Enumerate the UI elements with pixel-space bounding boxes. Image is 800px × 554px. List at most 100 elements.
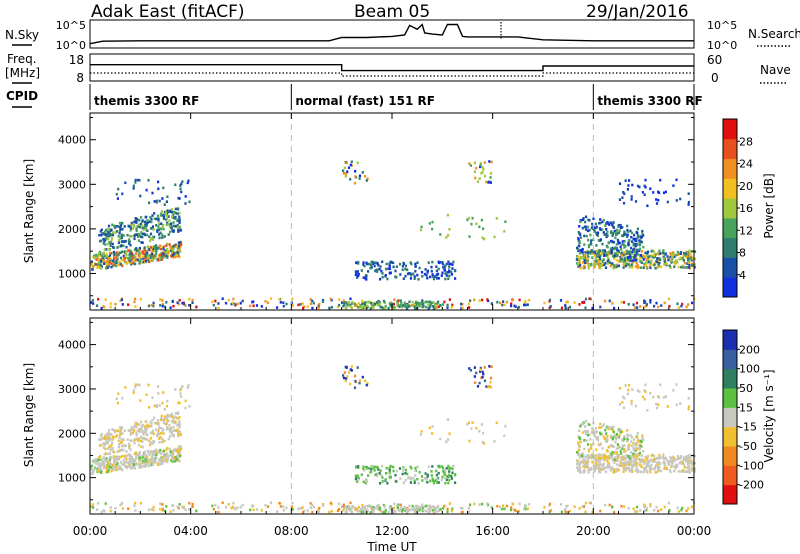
velocity-cell bbox=[672, 456, 675, 460]
velocity-cell bbox=[361, 375, 364, 379]
power-cell bbox=[165, 223, 169, 226]
velocity-cell bbox=[669, 456, 672, 459]
velocity-cell bbox=[577, 441, 580, 445]
velocity-cbar-frame bbox=[722, 329, 738, 505]
power-cell bbox=[180, 190, 183, 194]
velocity-cell bbox=[523, 504, 527, 507]
velocity-cell bbox=[297, 507, 300, 511]
power-cell bbox=[429, 302, 432, 306]
power-cell bbox=[149, 237, 152, 240]
power-cell bbox=[518, 298, 521, 302]
power-cell bbox=[252, 304, 255, 308]
power-cell bbox=[92, 302, 95, 305]
velocity-cell bbox=[468, 439, 471, 443]
velocity-cell bbox=[610, 453, 613, 456]
power-cell bbox=[151, 248, 155, 251]
velocity-cell bbox=[184, 406, 187, 410]
power-cell bbox=[622, 191, 625, 194]
velocity-cell bbox=[106, 439, 109, 442]
power-cell bbox=[603, 249, 606, 252]
power-cell bbox=[680, 265, 683, 269]
power-cell bbox=[161, 303, 164, 306]
power-cell bbox=[170, 226, 173, 230]
velocity-cell bbox=[162, 456, 165, 460]
power-cell bbox=[628, 258, 631, 262]
power-cell bbox=[649, 261, 652, 264]
velocity-cell bbox=[166, 452, 169, 455]
velocity-cell bbox=[173, 415, 176, 418]
power-cell bbox=[524, 303, 527, 307]
power-cell bbox=[406, 272, 410, 276]
power-cell bbox=[654, 262, 657, 265]
power-cell bbox=[387, 306, 390, 310]
power-cell bbox=[613, 229, 616, 233]
power-cell bbox=[636, 227, 639, 231]
power-cell bbox=[584, 220, 587, 224]
power-cell bbox=[138, 260, 142, 264]
power-cell bbox=[184, 304, 187, 307]
power-cell bbox=[513, 304, 516, 308]
velocity-cell bbox=[129, 458, 132, 462]
velocity-cell bbox=[604, 503, 607, 507]
velocity-cell bbox=[166, 447, 169, 450]
velocity-cell bbox=[655, 402, 658, 406]
velocity-cell bbox=[608, 457, 611, 460]
power-cell bbox=[124, 181, 127, 185]
velocity-cell bbox=[565, 505, 568, 508]
velocity-cell bbox=[441, 466, 444, 470]
velocity-cell bbox=[99, 464, 103, 467]
power-cell bbox=[342, 169, 345, 173]
power-cell bbox=[170, 225, 173, 228]
velocity-cell bbox=[178, 416, 181, 419]
velocity-cell bbox=[180, 395, 183, 398]
power-cell bbox=[176, 223, 179, 227]
power-cell bbox=[110, 228, 113, 232]
power-cell bbox=[504, 220, 507, 223]
power-cell bbox=[643, 193, 646, 196]
power-cell bbox=[586, 259, 589, 262]
velocity-cell bbox=[152, 459, 155, 462]
velocity-cell bbox=[616, 463, 619, 466]
power-cell bbox=[427, 261, 430, 264]
power-cell bbox=[99, 263, 102, 266]
power-cell bbox=[482, 168, 485, 171]
power-cell bbox=[172, 229, 175, 232]
velocity-cell bbox=[118, 436, 121, 439]
power-cell bbox=[149, 239, 152, 242]
power-cell bbox=[162, 255, 166, 259]
velocity-cell bbox=[153, 421, 156, 425]
velocity-cell bbox=[628, 462, 631, 466]
power-cell bbox=[118, 221, 122, 225]
velocity-cell bbox=[496, 504, 499, 508]
power-cell bbox=[112, 259, 115, 263]
power-cell bbox=[680, 257, 683, 261]
velocity-cell bbox=[357, 478, 360, 482]
power-cell bbox=[581, 218, 585, 221]
velocity-cell bbox=[343, 507, 346, 511]
power-cell bbox=[593, 250, 596, 254]
power-cell bbox=[635, 261, 638, 265]
power-cell bbox=[133, 248, 136, 252]
velocity-cell bbox=[172, 416, 175, 420]
power-cell bbox=[649, 187, 652, 190]
velocity-cell bbox=[631, 463, 634, 467]
power-cell bbox=[173, 252, 176, 256]
velocity-cell bbox=[625, 453, 628, 457]
velocity-cell bbox=[639, 444, 642, 448]
power-cell bbox=[575, 258, 578, 261]
power-cell bbox=[175, 255, 178, 258]
power-cell bbox=[382, 299, 385, 303]
velocity-cell bbox=[617, 468, 620, 472]
velocity-cell bbox=[614, 456, 617, 459]
cpid-segment-label: normal (fast) 151 RF bbox=[295, 94, 435, 108]
velocity-cell bbox=[612, 436, 615, 439]
power-cell bbox=[579, 219, 582, 222]
velocity-cell bbox=[437, 509, 440, 512]
velocity-cell bbox=[178, 503, 181, 506]
velocity-cell bbox=[417, 482, 420, 485]
power-cell bbox=[577, 263, 580, 266]
xtick-label: 00:00 bbox=[677, 524, 712, 538]
